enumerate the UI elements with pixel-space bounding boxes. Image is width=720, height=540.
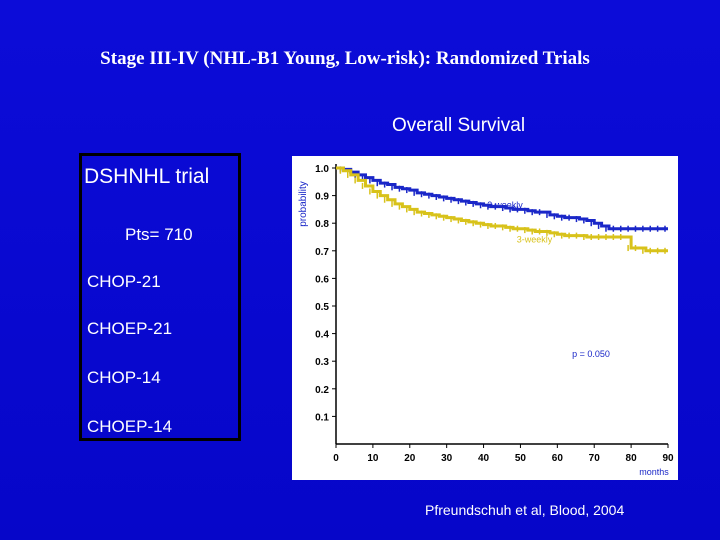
x-tick-label: 20 bbox=[404, 453, 416, 464]
x-tick-label: 60 bbox=[552, 453, 564, 464]
citation: Pfreundschuh et al, Blood, 2004 bbox=[425, 502, 625, 518]
x-axis-label: months bbox=[639, 467, 669, 477]
y-tick-label: 0.4 bbox=[315, 330, 329, 341]
survival-chart: 0.1 0.2 0.3 0.4 0.5 0.6 0.7 0.8 0.9 1.0 0 10 20 30 40 5… bbox=[298, 164, 674, 477]
regimen-item: CHOEP-14 bbox=[87, 417, 173, 436]
regimen-item: CHOP-14 bbox=[87, 368, 161, 387]
regimen-item: CHOP-21 bbox=[87, 272, 161, 291]
series-label: 2-weekly bbox=[487, 200, 523, 210]
y-axis-label: probability bbox=[298, 181, 309, 227]
x-tick-label: 40 bbox=[478, 453, 490, 464]
y-tick-label: 0.2 bbox=[315, 385, 329, 396]
y-tick-label: 0.5 bbox=[315, 302, 329, 313]
x-tick-label: 10 bbox=[367, 453, 379, 464]
x-tick-label: 80 bbox=[626, 453, 638, 464]
series-label: 3-weekly bbox=[517, 235, 553, 245]
y-tick-label: 0.9 bbox=[315, 192, 329, 203]
x-tick-label: 0 bbox=[333, 453, 339, 464]
x-tick-label: 50 bbox=[515, 453, 527, 464]
y-tick-label: 0.7 bbox=[315, 247, 329, 258]
survival-chart-panel: 0.1 0.2 0.3 0.4 0.5 0.6 0.7 0.8 0.9 1.0 0 10 20 30 40 5… bbox=[292, 156, 678, 480]
trial-name: DSHNHL trial bbox=[84, 165, 210, 188]
x-tick-label: 30 bbox=[441, 453, 453, 464]
x-tick-label: 90 bbox=[662, 453, 674, 464]
series-line-3-weekly bbox=[336, 166, 668, 253]
p-value-annotation: p = 0.050 bbox=[572, 349, 610, 359]
y-tick-label: 0.8 bbox=[315, 219, 329, 230]
patient-count: Pts= 710 bbox=[125, 225, 193, 244]
y-tick-label: 1.0 bbox=[315, 164, 329, 175]
trial-info-box bbox=[79, 153, 241, 441]
y-tick-label: 0.3 bbox=[315, 357, 329, 368]
x-tick-label: 70 bbox=[589, 453, 601, 464]
series-line-2-weekly bbox=[336, 166, 668, 231]
regimen-item: CHOEP-21 bbox=[87, 319, 173, 338]
y-tick-label: 0.6 bbox=[315, 274, 329, 285]
y-tick-label: 0.1 bbox=[315, 412, 329, 423]
slide-title: Stage III-IV (NHL-B1 Young, Low-risk): R… bbox=[100, 48, 590, 69]
chart-subtitle: Overall Survival bbox=[392, 115, 526, 136]
